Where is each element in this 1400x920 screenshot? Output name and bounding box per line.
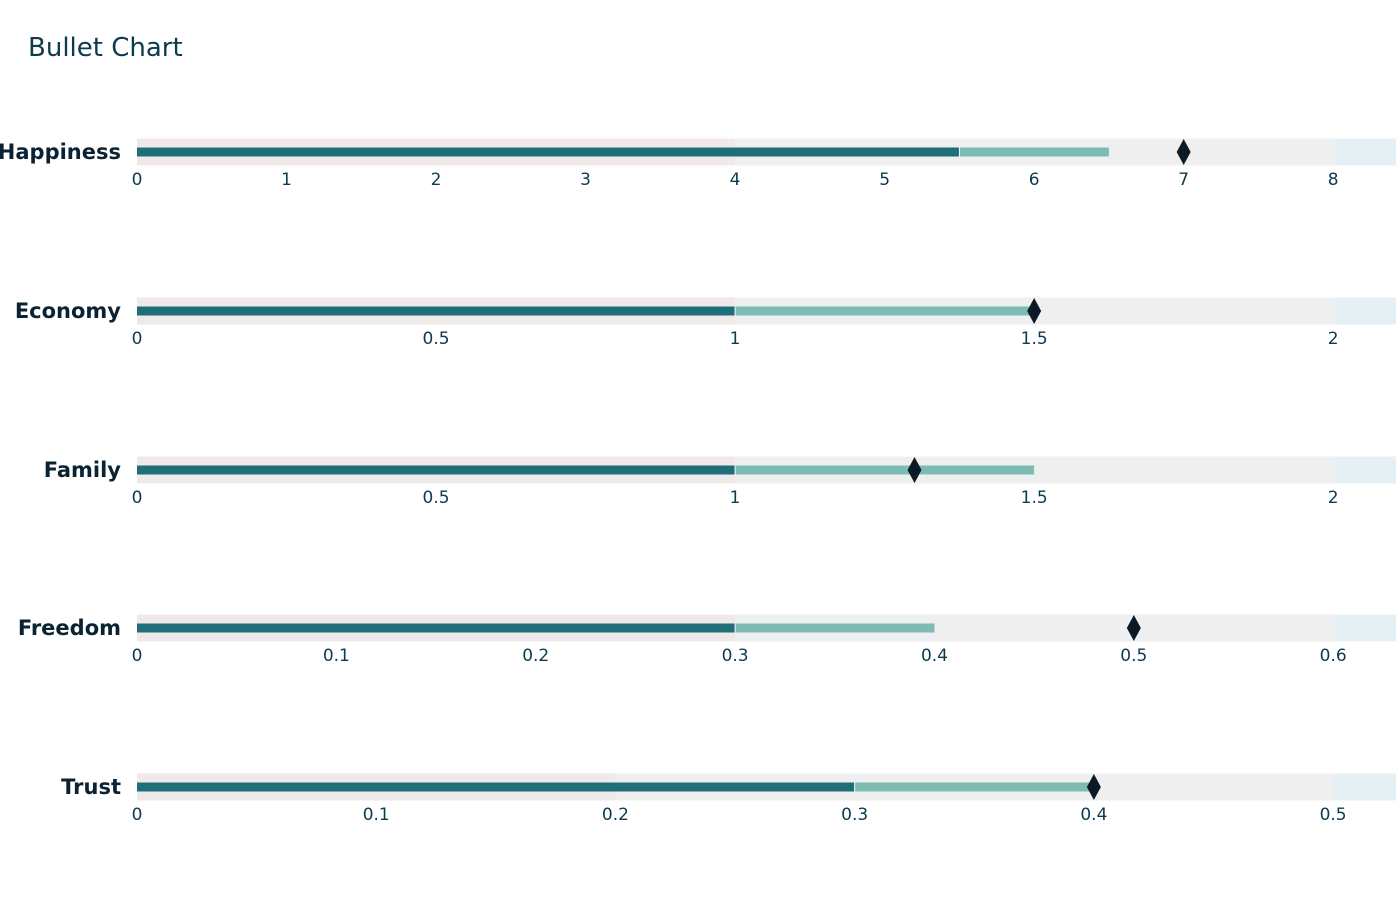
tick-label: 0.4 xyxy=(921,646,948,666)
tick-label: 2 xyxy=(1328,488,1339,508)
target-marker xyxy=(1176,139,1191,165)
bullet-row-trust: Trust 0 0.1 0.2 0.3 0.4 0.5 xyxy=(61,773,1396,825)
tick-label: 8 xyxy=(1328,170,1339,190)
measure-bar-primary xyxy=(137,465,736,475)
tick-label: 1 xyxy=(730,488,741,508)
tick-label: 3 xyxy=(580,170,591,190)
tick-label: 0.2 xyxy=(522,646,549,666)
tick-label: 0.3 xyxy=(722,646,749,666)
tick-label: 0 xyxy=(132,329,143,349)
tick-label: 1 xyxy=(281,170,292,190)
range-band-high xyxy=(1333,297,1396,325)
tick-label: 1.5 xyxy=(1021,329,1048,349)
tick-label: 1 xyxy=(730,329,741,349)
range-band-high xyxy=(1333,138,1396,166)
tick-label: 7 xyxy=(1178,170,1189,190)
row-label: Happiness xyxy=(0,140,121,164)
tick-label: 0.2 xyxy=(602,805,629,825)
chart-title: Bullet Chart xyxy=(28,33,183,63)
measure-bar-primary xyxy=(137,306,736,316)
tick-label: 2 xyxy=(1328,329,1339,349)
row-label: Family xyxy=(44,458,122,482)
tick-label: 1.5 xyxy=(1021,488,1048,508)
tick-label: 0.3 xyxy=(841,805,868,825)
range-band-high xyxy=(1333,773,1396,801)
tick-label: 0.4 xyxy=(1080,805,1107,825)
target-marker xyxy=(1086,774,1101,800)
tick-label: 0.1 xyxy=(363,805,390,825)
measure-bar-primary xyxy=(137,782,855,792)
tick-label: 6 xyxy=(1029,170,1040,190)
bullet-row-happiness: Happiness 0 1 2 3 4 5 6 7 8 xyxy=(0,138,1396,190)
target-marker xyxy=(1126,615,1141,641)
row-label: Economy xyxy=(15,299,121,323)
range-band-high xyxy=(1333,614,1396,642)
target-marker xyxy=(1027,298,1042,324)
measure-bar-primary xyxy=(137,147,960,157)
tick-label: 5 xyxy=(879,170,890,190)
tick-label: 0 xyxy=(132,488,143,508)
bullet-row-economy: Economy 0 0.5 1 1.5 2 xyxy=(15,297,1396,349)
row-label: Trust xyxy=(61,775,121,799)
bullet-row-family: Family 0 0.5 1 1.5 2 xyxy=(44,456,1396,508)
tick-label: 0 xyxy=(132,646,143,666)
target-marker xyxy=(907,457,922,483)
tick-label: 0.5 xyxy=(423,329,450,349)
tick-label: 2 xyxy=(431,170,442,190)
tick-label: 0 xyxy=(132,805,143,825)
row-label: Freedom xyxy=(18,616,121,640)
tick-label: 0.6 xyxy=(1320,646,1347,666)
tick-label: 0.1 xyxy=(323,646,350,666)
measure-bar-primary xyxy=(137,623,736,633)
tick-label: 0 xyxy=(132,170,143,190)
tick-label: 0.5 xyxy=(1120,646,1147,666)
bullet-row-freedom: Freedom 0 0.1 0.2 0.3 0.4 0.5 0.6 xyxy=(18,614,1396,666)
tick-label: 4 xyxy=(730,170,741,190)
range-band-high xyxy=(1333,456,1396,484)
tick-label: 0.5 xyxy=(423,488,450,508)
tick-label: 0.5 xyxy=(1320,805,1347,825)
